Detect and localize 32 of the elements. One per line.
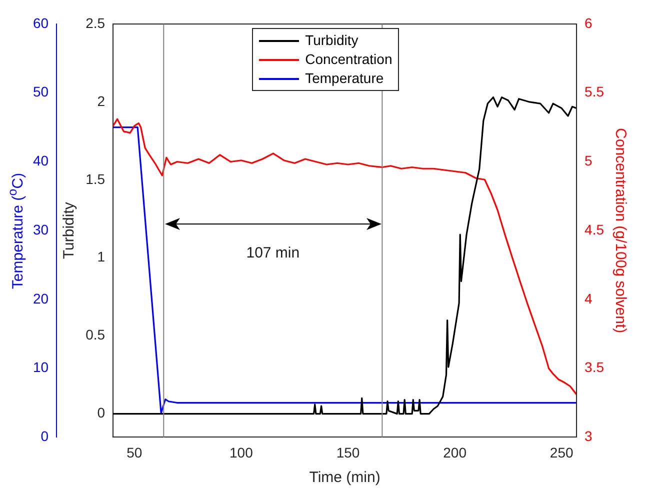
x-tick-label: 200	[443, 444, 467, 460]
y2-axis-title: Concentration (g/100g solvent)	[612, 128, 629, 334]
x-tick-label: 250	[550, 444, 574, 460]
y2-tick-label: 3.5	[584, 359, 604, 376]
y3-tick-label: 20	[32, 290, 49, 306]
legend-label: Concentration	[305, 50, 392, 69]
y-tick-label: 2	[97, 92, 106, 109]
legend-label: Turbidity	[305, 31, 358, 50]
x-tick-label: 50	[126, 444, 142, 460]
x-tick-label: 150	[336, 444, 360, 460]
y-tick-label: 0.5	[86, 326, 106, 343]
y2-tick-label: 6	[584, 14, 593, 31]
y3-tick-label: 60	[32, 14, 49, 31]
y2-tick-label: 4	[584, 290, 593, 306]
y-tick-label: 1	[97, 248, 106, 265]
y2-tick-label: 4.5	[584, 221, 604, 238]
y-tick-label: 2.5	[86, 14, 106, 31]
y3-tick-label: 30	[32, 221, 49, 238]
y2-tick-label: 3	[584, 428, 593, 444]
y3-tick-label: 40	[32, 152, 49, 169]
y-tick-label: 1.5	[86, 170, 106, 187]
annotation: 107 min	[246, 244, 300, 262]
y-axis-title: Turbidity	[60, 202, 78, 260]
y3-tick-label: 10	[32, 359, 49, 376]
y3-tick-label: 50	[32, 84, 49, 100]
y3-tick-label: 0	[40, 428, 49, 444]
legend-label: Temperature	[305, 69, 384, 88]
y2-tick-label: 5	[584, 152, 593, 169]
y-tick-label: 0	[97, 404, 106, 421]
x-tick-label: 100	[230, 444, 254, 460]
x-axis-title: Time (min)	[309, 469, 380, 486]
y2-tick-label: 5.5	[584, 84, 604, 100]
